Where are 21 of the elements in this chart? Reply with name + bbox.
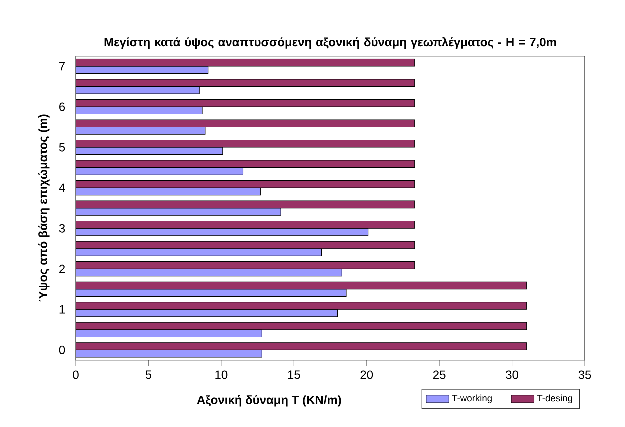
x-tick-label: 5 (146, 370, 152, 380)
y-tick-label: 6 (60, 102, 66, 112)
x-tick-label: 10 (216, 370, 228, 380)
y-tick-label: 7 (60, 62, 65, 71)
x-tick-label: 15 (288, 370, 300, 380)
x-tick-label: 35 (578, 370, 592, 380)
y-tick-label: 5 (59, 143, 66, 152)
y-tick-label: 0 (59, 346, 66, 354)
x-tick-label: 0 (73, 370, 79, 380)
x-tick-label: 25 (434, 370, 446, 380)
y-axis-title: Ύψος από βάση επιχώματος (m) (38, 114, 50, 302)
y-tick-label: 2 (60, 264, 65, 274)
legend-label: T-desing (537, 394, 572, 404)
y-tick-label: 3 (59, 224, 66, 233)
y-tick-label: 4 (59, 184, 66, 192)
y-tick-label: 1 (60, 306, 66, 314)
chart-title: Μεγίστη κατά ύψος αναπτυσσόμενη αξονική δύναμη γεωπλέγματος - H = 7,0m (104, 37, 556, 49)
legend-label: T-working (452, 394, 492, 404)
x-axis-title: Αξονική δύναμη Τ (KN/m) (197, 395, 342, 407)
x-tick-label: 20 (360, 370, 374, 380)
x-tick-label: 30 (506, 370, 518, 380)
